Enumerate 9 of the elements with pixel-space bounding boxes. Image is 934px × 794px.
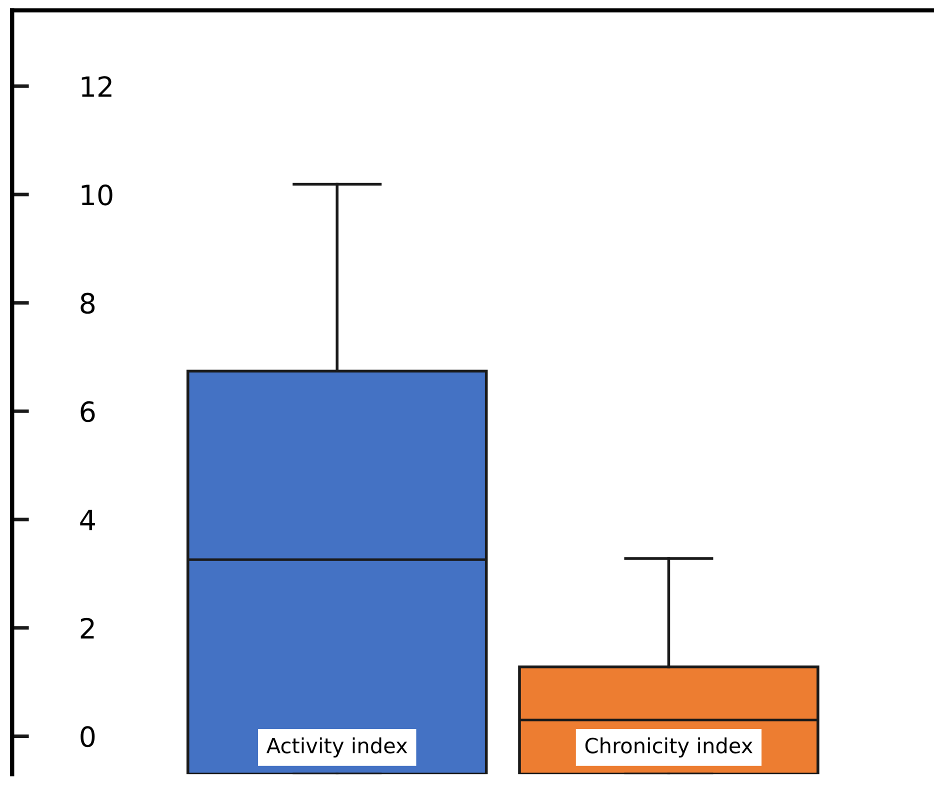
- y-tick-label: 2: [80, 618, 94, 638]
- y-tick-label: 8: [80, 292, 95, 314]
- y-tick-label: 10: [82, 184, 112, 206]
- y-tick-label: 4: [80, 510, 95, 530]
- x-tick-label: Activity index: [266, 737, 408, 758]
- y-tick-label: 12: [82, 76, 112, 97]
- y-tick-label: 0: [80, 726, 95, 748]
- y-tick-label: 6: [80, 401, 95, 422]
- x-tick-label: Chronicity index: [585, 737, 753, 758]
